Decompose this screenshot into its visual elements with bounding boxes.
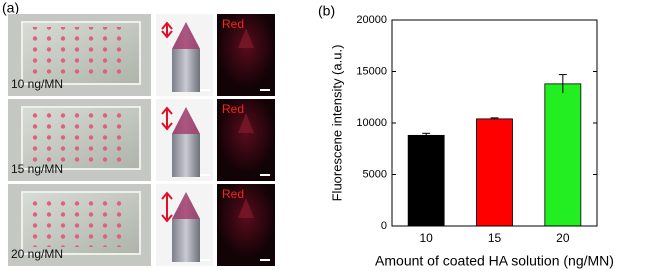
x-tick-label: 20	[556, 231, 570, 245]
fluorescence-image	[217, 14, 275, 96]
coated-tip	[172, 192, 200, 219]
channel-label: Red	[222, 102, 244, 116]
needle-array	[30, 112, 130, 162]
dose-caption: 20 ng/MN	[11, 247, 63, 261]
y-tick-label: 15000	[356, 65, 387, 77]
plot-frame	[391, 19, 598, 227]
coated-tip	[172, 22, 200, 49]
x-tick-label: 10	[419, 231, 433, 245]
bar	[544, 83, 582, 227]
x-axis-label: Amount of coated HA solution (ng/MN)	[375, 253, 614, 269]
dose-caption: 15 ng/MN	[11, 162, 63, 176]
dose-caption: 10 ng/MN	[11, 77, 63, 91]
panel-label: (a)	[2, 0, 19, 16]
channel-label: Red	[222, 17, 244, 31]
y-tick-label: 0	[381, 220, 387, 232]
fluorescence-image	[217, 184, 275, 266]
photo-panel: 10 ng/MN Red 15 ng/MN Red 20 ng/MN Red	[8, 14, 275, 266]
needle-array	[30, 27, 130, 77]
panel-label: (b)	[318, 3, 335, 19]
arrow-head	[161, 191, 173, 223]
arrow-head	[161, 21, 173, 39]
bar	[407, 134, 445, 227]
fluorescent-tip	[238, 113, 254, 133]
y-axis-label: Fluorescene intensity (a.u.)	[329, 45, 344, 202]
coated-tip	[172, 107, 200, 134]
y-tick-label: 5000	[363, 168, 387, 180]
channel-label: Red	[222, 187, 244, 201]
y-tick-label: 20000	[356, 14, 387, 26]
fluorescence-image	[217, 99, 275, 181]
fluorescent-tip	[238, 28, 254, 48]
bar	[476, 118, 513, 227]
x-tick-label: 15	[488, 231, 502, 245]
arrow-head	[161, 106, 173, 131]
y-tick-label: 10000	[356, 117, 387, 129]
needle-array	[30, 197, 130, 247]
bar-chart: 0 5000 10000 15000 20000 10 15 20 Amount of coat…	[329, 14, 614, 269]
fluorescent-tip	[238, 198, 254, 218]
